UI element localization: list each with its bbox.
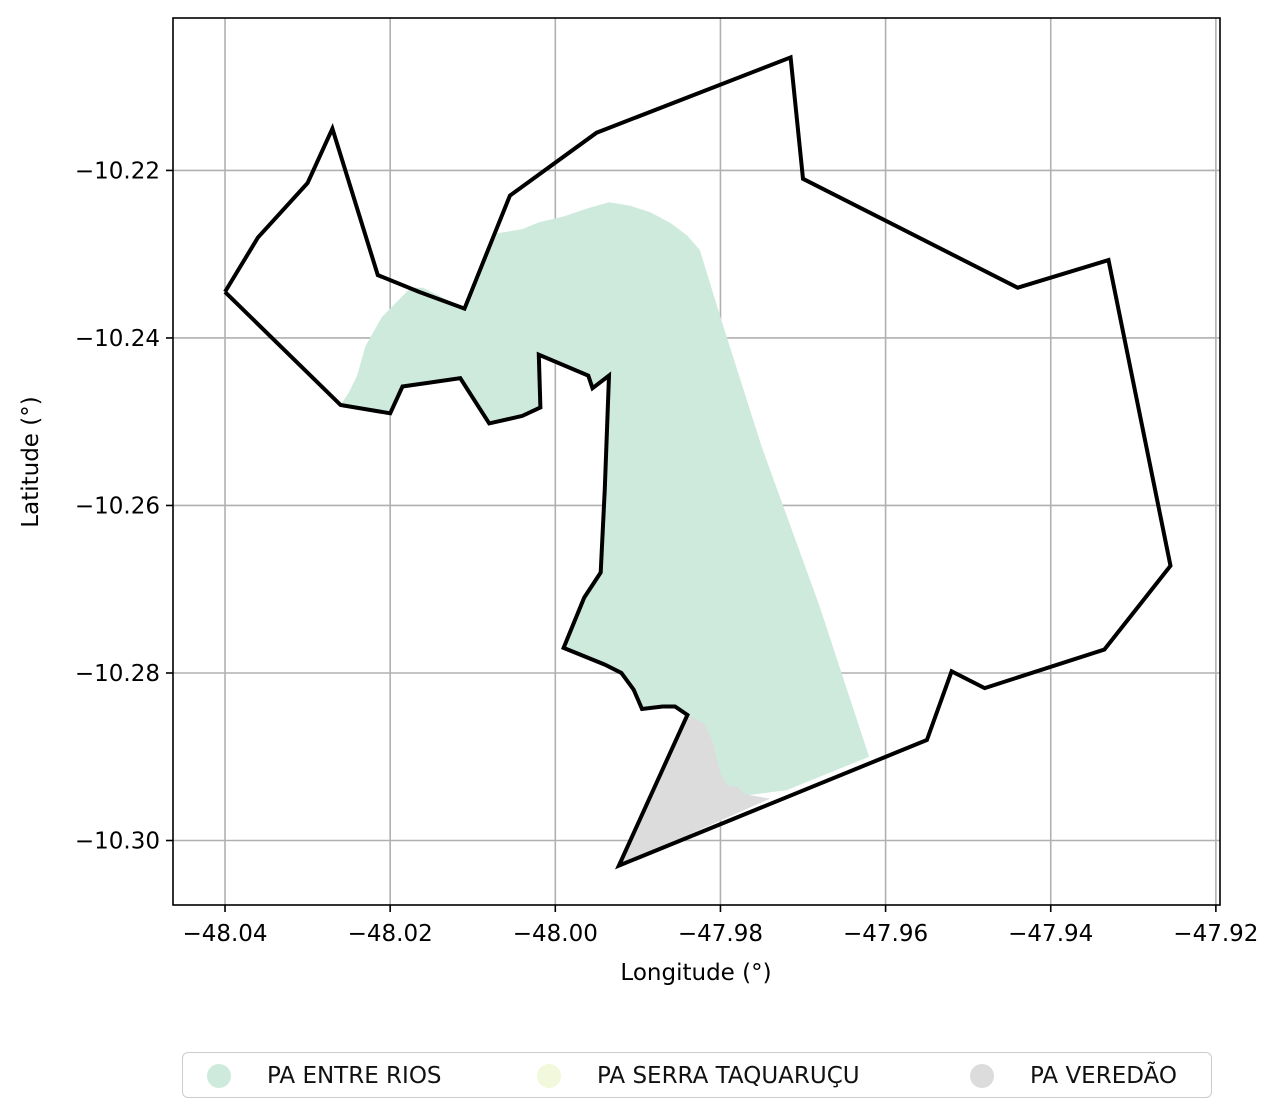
y-tick-label: −10.26 — [75, 493, 160, 519]
x-tick-label: −47.94 — [1008, 921, 1093, 947]
legend-label: PA ENTRE RIOS — [267, 1063, 442, 1089]
y-axis-label: Latitude (°) — [18, 396, 44, 527]
map-canvas: −48.04 −48.02 −48.00 −47.98 −47.96 −47.94 −47.… — [18, 17, 1259, 986]
x-axis-label: Longitude (°) — [620, 960, 771, 986]
y-tick-label: −10.22 — [75, 158, 160, 184]
area-pa-vered-o — [618, 714, 770, 866]
municipality-boundary — [223, 54, 1173, 870]
legend-swatch-entre-rios-icon — [207, 1064, 231, 1088]
legend-item-veredao: PA VEREDÃO — [970, 1053, 1177, 1099]
x-tick-label: −48.04 — [182, 921, 267, 947]
boundary-line — [223, 54, 1173, 870]
x-tick-label: −48.02 — [348, 921, 433, 947]
x-tick-label: −47.98 — [678, 921, 763, 947]
legend-item-entre-rios: PA ENTRE RIOS — [207, 1053, 442, 1099]
y-tick-label: −10.30 — [75, 829, 160, 855]
legend-label: PA VEREDÃO — [1030, 1063, 1177, 1089]
legend-swatch-serra-taquarucu-icon — [537, 1064, 561, 1088]
x-tick-label: −47.96 — [843, 921, 928, 947]
plot-frame — [172, 17, 1221, 906]
x-tick-label: −47.92 — [1173, 921, 1258, 947]
legend-label: PA SERRA TAQUARUÇU — [597, 1063, 860, 1089]
legend-item-serra-taquarucu: PA SERRA TAQUARUÇU — [537, 1053, 860, 1099]
y-tick-label: −10.24 — [75, 326, 160, 352]
y-tick-label: −10.28 — [75, 661, 160, 687]
legend: PA ENTRE RIOS PA SERRA TAQUARUÇU PA VERE… — [182, 1052, 1212, 1098]
axis-ticks: −48.04 −48.02 −48.00 −47.98 −47.96 −47.94 −47.… — [75, 158, 1259, 947]
legend-swatch-veredao-icon — [970, 1064, 994, 1088]
settlement-areas — [340, 202, 870, 866]
x-tick-label: −48.00 — [513, 921, 598, 947]
